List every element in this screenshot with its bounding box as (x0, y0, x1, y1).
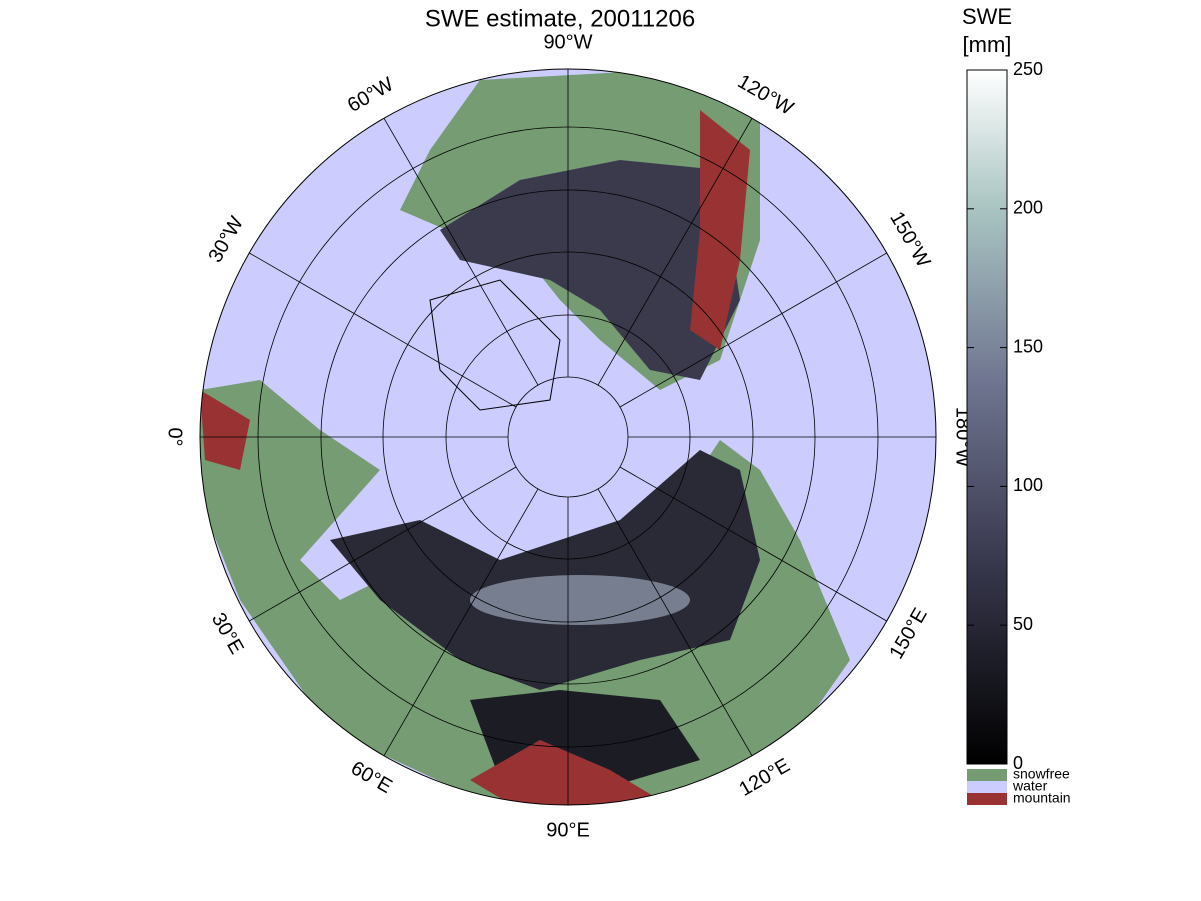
longitude-label: 90°W (543, 31, 592, 53)
longitude-label: 150°E (885, 604, 931, 662)
colorbar-tick-label: 0 (1013, 753, 1023, 773)
colorbar-title: [mm] (963, 32, 1012, 57)
colorbar (966, 69, 1008, 765)
map-border (199, 68, 937, 806)
longitude-label: 90°E (546, 819, 590, 841)
longitude-label: 60°W (344, 73, 398, 117)
meridian (619, 466, 887, 622)
meridian (249, 466, 517, 622)
meridian (383, 118, 539, 386)
meridian (597, 118, 753, 386)
longitude-label: 30°E (207, 609, 248, 658)
colorbar-tick-label: 200 (1013, 198, 1043, 218)
colorbar-tick-label: 100 (1013, 475, 1043, 495)
colorbar-tick-label: 50 (1013, 614, 1033, 634)
himalaya (470, 740, 660, 805)
meridian (249, 252, 517, 408)
deep-snow (470, 575, 690, 625)
eurasia-snow (330, 450, 760, 690)
legend-swatch (967, 793, 1007, 805)
longitude-label: 150°W (885, 208, 934, 271)
alps (200, 390, 250, 470)
longitude-label: 120°E (735, 754, 793, 800)
america-snow (440, 160, 740, 380)
meridian (383, 488, 539, 756)
greenland (429, 279, 561, 411)
colorbar-title: SWE (962, 4, 1012, 29)
longitude-label: 30°W (204, 213, 248, 267)
legend-swatch (967, 781, 1007, 793)
legend-label: snowfree (1013, 766, 1070, 782)
rockies (690, 110, 750, 350)
longitude-label: 60°E (347, 757, 396, 798)
longitude-label: 120°W (734, 71, 797, 120)
legend-swatch (967, 769, 1007, 781)
legend-label: mountain (1013, 790, 1071, 806)
colorbar-tick-label: 250 (1013, 59, 1043, 79)
map-disk (200, 69, 936, 805)
meridian (619, 252, 887, 408)
graticule (200, 69, 936, 805)
legend-label: water (1012, 778, 1048, 794)
meridian (597, 488, 753, 756)
longitude-label: 0° (164, 427, 186, 446)
map-title: SWE estimate, 20011206 (425, 5, 695, 32)
colorbar-tick-label: 150 (1013, 336, 1043, 356)
